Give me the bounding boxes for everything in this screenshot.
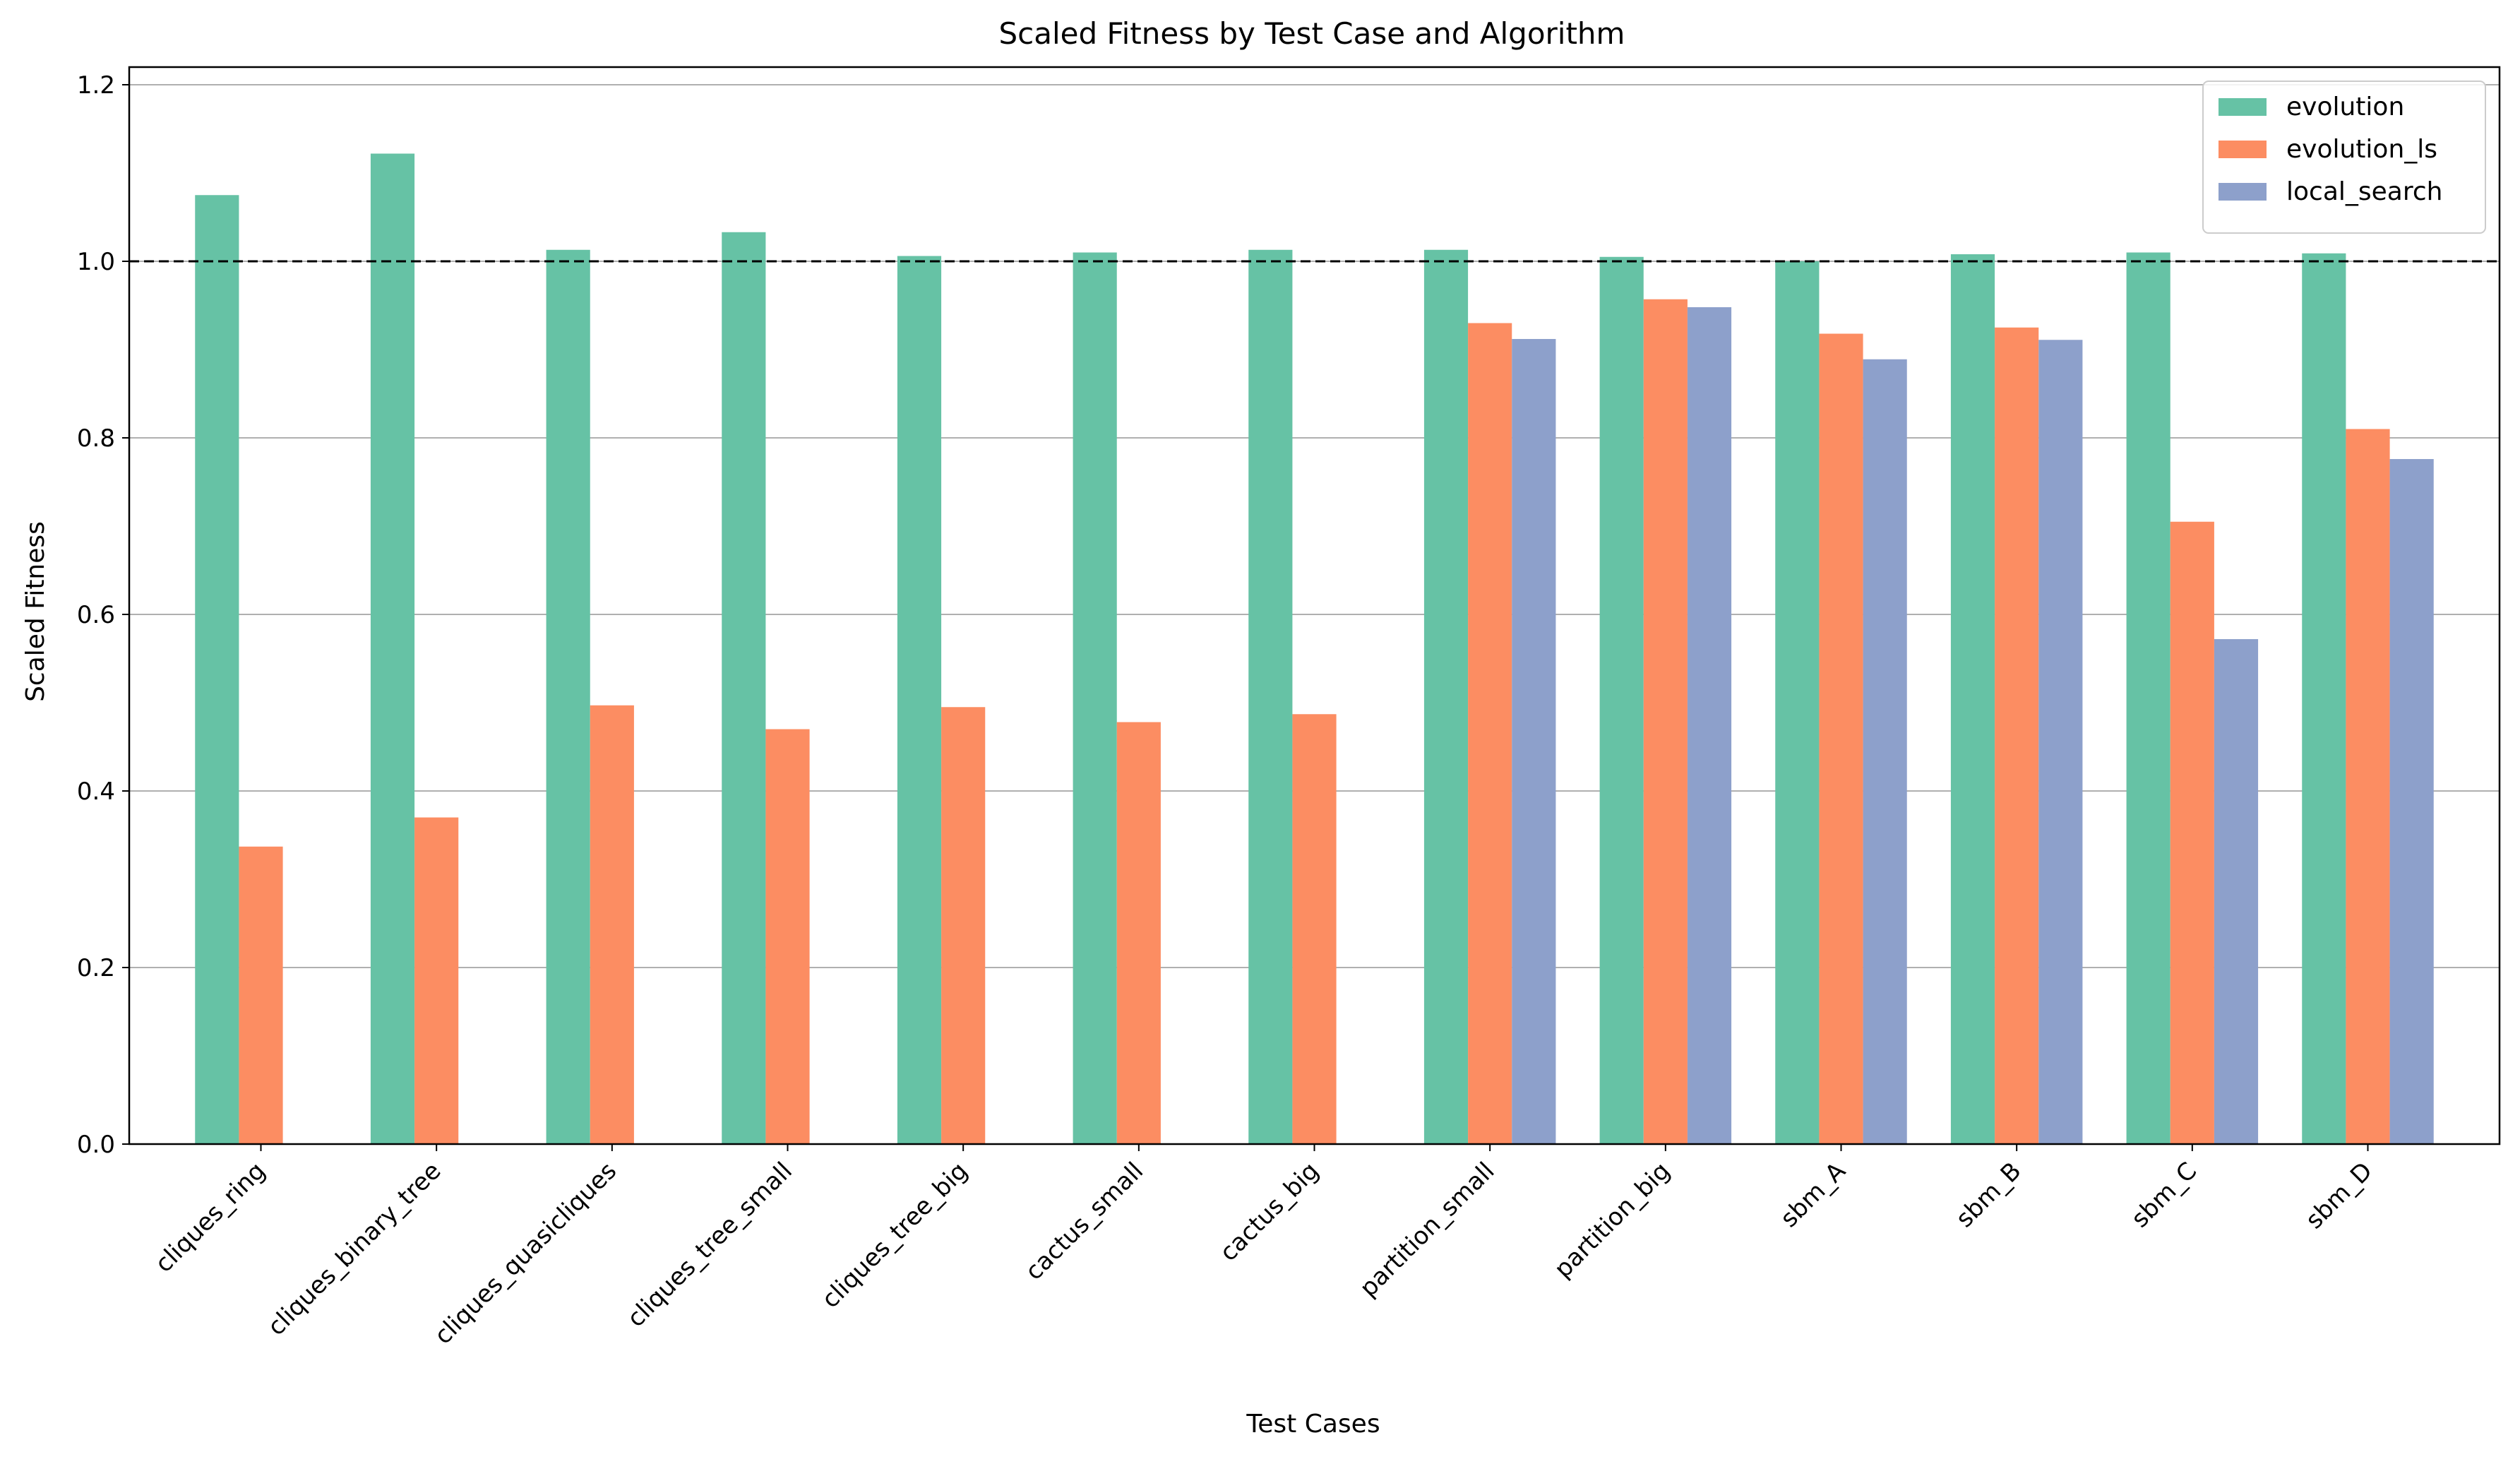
bar-evolution-cliques_tree_big — [897, 256, 942, 1144]
x-tick-label: sbm_A — [1775, 1157, 1851, 1233]
x-tick-label: cliques_tree_big — [816, 1157, 973, 1314]
axes — [122, 66, 2501, 1151]
x-tick-label: cliques_quasicliques — [429, 1157, 623, 1350]
bar-local_search-sbm_C — [2214, 639, 2259, 1144]
x-tick-label: partition_small — [1354, 1157, 1500, 1302]
bar-evolution-partition_big — [1599, 256, 1644, 1144]
bar-evolution-cliques_tree_small — [722, 232, 766, 1144]
legend-swatch-evolution_ls — [2219, 141, 2267, 158]
y-tick-label: 0.4 — [77, 778, 115, 806]
legend-label-evolution_ls: evolution_ls — [2286, 135, 2437, 164]
bar-evolution-sbm_D — [2302, 253, 2346, 1144]
x-axis-label: Test Cases — [1246, 1410, 1380, 1439]
bar-local_search-partition_big — [1687, 307, 1732, 1144]
legend-swatch-evolution — [2219, 98, 2267, 116]
bars — [195, 153, 2434, 1144]
y-tick-label: 0.2 — [77, 954, 115, 982]
bar-evolution_ls-sbm_C — [2170, 521, 2214, 1144]
bar-local_search-sbm_B — [2038, 340, 2083, 1144]
bar-evolution-partition_small — [1423, 249, 1469, 1144]
bar-evolution_ls-cactus_big — [1292, 714, 1337, 1144]
bar-evolution-sbm_C — [2126, 252, 2170, 1144]
x-tick-label: cliques_ring — [150, 1157, 271, 1278]
legend-label-local_search: local_search — [2286, 177, 2442, 206]
x-tick-label: sbm_C — [2126, 1157, 2202, 1233]
y-tick-label: 0.8 — [77, 424, 115, 453]
bar-evolution_ls-cactus_small — [1116, 722, 1161, 1144]
bar-evolution_ls-cliques_tree_small — [765, 729, 810, 1144]
x-tick-label: sbm_D — [2300, 1157, 2378, 1234]
legend-box — [2202, 81, 2486, 234]
x-tick-label: sbm_B — [1951, 1157, 2027, 1233]
x-tick-label: partition_big — [1549, 1157, 1676, 1284]
chart-title: Scaled Fitness by Test Case and Algorith… — [999, 16, 1625, 51]
bar-evolution_ls-cliques_binary_tree — [414, 817, 459, 1144]
x-tick-label: cactus_big — [1214, 1157, 1325, 1267]
bar-evolution_ls-partition_small — [1468, 323, 1512, 1144]
bar-evolution-sbm_B — [1950, 254, 1995, 1144]
bar-local_search-sbm_A — [1863, 359, 1907, 1144]
bar-evolution-cliques_binary_tree — [370, 153, 415, 1144]
bar-evolution_ls-cliques_ring — [239, 846, 283, 1144]
x-tick-label: cliques_tree_small — [622, 1157, 798, 1333]
bar-evolution-cliques_ring — [195, 195, 239, 1144]
x-tick-label: cactus_small — [1020, 1157, 1149, 1286]
y-axis-label: Scaled Fitness — [21, 521, 50, 702]
bar-evolution_ls-sbm_A — [1819, 333, 1863, 1144]
bar-evolution_ls-cliques_tree_big — [941, 707, 986, 1144]
bar-local_search-partition_small — [1512, 339, 1556, 1144]
bar-local_search-sbm_D — [2389, 459, 2434, 1144]
legend: evolution evolution_ls local_search — [2202, 81, 2486, 234]
y-tick-label: 1.0 — [77, 248, 115, 276]
x-tick-label: cliques_binary_tree — [262, 1157, 446, 1341]
bar-evolution_ls-partition_big — [1643, 299, 1688, 1144]
bar-evolution_ls-sbm_D — [2346, 429, 2390, 1144]
bar-evolution_ls-sbm_B — [1995, 327, 2039, 1144]
bar-evolution-cactus_big — [1248, 249, 1293, 1144]
y-tick-label: 0.0 — [77, 1131, 115, 1159]
bar-evolution-cliques_quasicliques — [546, 249, 590, 1144]
y-tick-label: 1.2 — [77, 71, 115, 100]
legend-swatch-local_search — [2219, 183, 2267, 201]
legend-label-evolution: evolution — [2286, 93, 2404, 121]
y-tick-label: 0.6 — [77, 601, 115, 629]
bar-evolution-cactus_small — [1073, 252, 1117, 1144]
bar-evolution-sbm_A — [1775, 261, 1820, 1144]
bar-evolution_ls-cliques_quasicliques — [590, 705, 634, 1144]
